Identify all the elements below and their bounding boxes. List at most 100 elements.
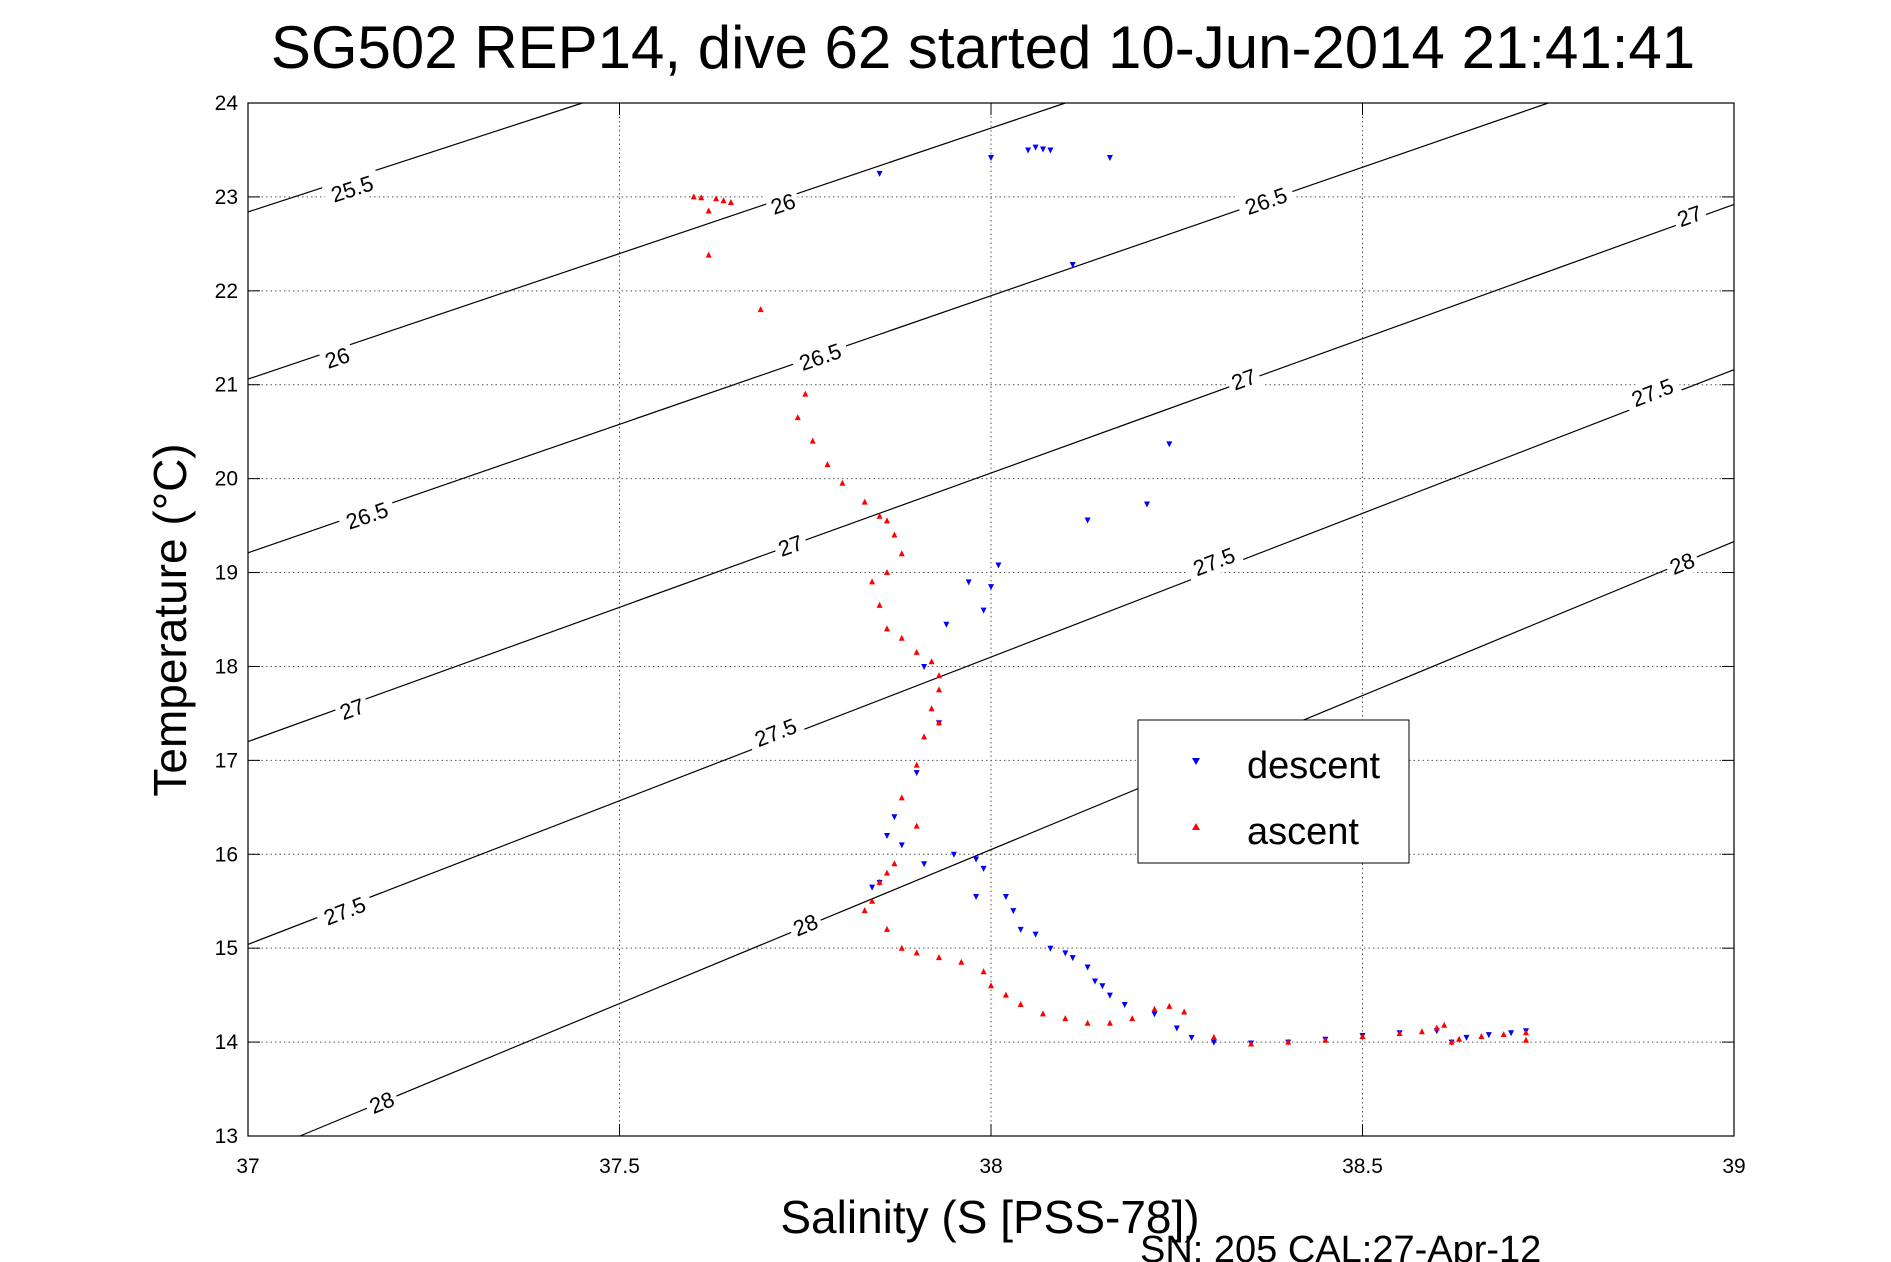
chart-title: SG502 REP14, dive 62 started 10-Jun-2014… [271, 14, 1695, 81]
descent-point-4 [1040, 146, 1046, 153]
ascent-point-29 [921, 733, 928, 740]
descent-point-25 [973, 856, 980, 863]
contour-label-gap-2-1 [789, 335, 851, 379]
descent-point-27 [973, 894, 980, 900]
descent-point-2 [1025, 147, 1032, 154]
descent-point-36 [1084, 964, 1091, 971]
contour-label-gap-4-2 [1183, 539, 1245, 584]
y-tick-label-8: 21 [215, 374, 238, 397]
descent-point-20 [884, 833, 890, 839]
ascent-point-43 [980, 968, 987, 975]
ascent-point-48 [1062, 1015, 1069, 1022]
ascent-point-20 [876, 601, 883, 608]
descent-point-30 [1010, 908, 1017, 915]
contour-line-28-0 [299, 541, 1735, 1137]
ascent-point-50 [1106, 1019, 1113, 1026]
ascent-point-53 [1166, 1002, 1173, 1009]
ascent-point-46 [1017, 1001, 1024, 1007]
legend-ascent-marker [1192, 823, 1200, 830]
ascent-point-17 [898, 550, 905, 557]
y-tick-label-7: 20 [215, 468, 238, 491]
descent-point-5 [1047, 147, 1054, 154]
ascent-point-16 [891, 531, 898, 538]
descent-point-10 [1084, 517, 1091, 524]
ascent-point-41 [936, 954, 942, 961]
ascent-point-31 [898, 794, 905, 801]
descent-point-32 [1032, 931, 1039, 938]
series-ascent [690, 193, 1529, 1047]
descent-point-11 [995, 562, 1002, 569]
y-tick-label-4: 17 [215, 749, 238, 772]
descent-point-7 [1069, 262, 1076, 268]
ascent-point-66 [1478, 1033, 1485, 1039]
contour-label-gap-4-3 [1621, 369, 1684, 415]
ascent-point-19 [869, 578, 876, 585]
ascent-point-10 [809, 437, 816, 444]
descent-point-23 [921, 861, 928, 868]
contour-label-gap-4-1 [744, 709, 807, 755]
ascent-point-36 [869, 897, 876, 904]
descent-point-44 [1210, 1039, 1217, 1046]
contour-label-gap-3-0 [332, 691, 372, 727]
ascent-point-4 [727, 199, 734, 205]
contour-label-group-4-2: 27.5 [1183, 539, 1245, 584]
ascent-point-0 [690, 193, 697, 200]
ascent-point-3 [720, 197, 727, 204]
y-tick-label-5: 18 [215, 655, 238, 678]
ascent-point-52 [1151, 1005, 1158, 1012]
descent-point-15 [943, 621, 950, 628]
y-tick-label-0: 13 [215, 1125, 238, 1148]
contour-label-gap-3-1 [770, 527, 810, 563]
descent-point-13 [965, 579, 972, 586]
ascent-point-14 [876, 512, 883, 519]
legend: descent ascent [1137, 719, 1410, 864]
descent-point-14 [980, 607, 987, 614]
x-tick-label-0: 37 [236, 1155, 259, 1178]
ascent-point-45 [1002, 991, 1009, 998]
legend-ascent-label: ascent [1247, 811, 1359, 853]
y-tick-label-6: 19 [215, 562, 238, 585]
legend-descent-marker [1192, 758, 1200, 765]
contour-line-26-0 [247, 102, 1066, 380]
y-tick-label-1: 14 [215, 1031, 239, 1054]
contour-label-group-1-0: 26 [317, 340, 357, 375]
x-tick-label-2: 38 [979, 1155, 1002, 1178]
ascent-point-34 [884, 869, 890, 876]
descent-point-12 [988, 584, 994, 591]
axis-ticks: 37 37.5 38 38.5 39 13 14 15 16 17 18 19 20 21 22 23 24 [215, 92, 1746, 1178]
ascent-point-69 [1523, 1036, 1529, 1043]
descent-point-3 [1032, 144, 1039, 151]
descent-point-39 [1106, 992, 1113, 999]
x-axis-label: Salinity (S [PSS-78]) [780, 1191, 1199, 1243]
ascent-point-28 [936, 719, 942, 726]
ascent-point-64 [1448, 1038, 1455, 1045]
contour-label-gap-3-2 [1224, 361, 1264, 397]
ascent-point-56 [1248, 1040, 1255, 1047]
contour-line-25-5-0 [247, 102, 583, 213]
ascent-point-21 [884, 625, 890, 632]
contour-label-gap-4-0 [313, 888, 376, 933]
descent-point-37 [1092, 978, 1098, 985]
y-tick-label-10: 23 [215, 186, 238, 209]
descent-point-31 [1017, 926, 1024, 933]
ascent-point-58 [1322, 1036, 1329, 1043]
ascent-point-1 [698, 194, 705, 201]
plot-area: 25.5262626.526.526.52727272727.527.527.5… [215, 92, 1746, 1178]
descent-point-29 [1002, 894, 1009, 900]
ascent-point-15 [884, 517, 890, 524]
descent-point-38 [1099, 983, 1106, 990]
contour-label-gap-1-0 [317, 340, 357, 375]
ascent-point-49 [1084, 1019, 1091, 1026]
descent-point-41 [1151, 1011, 1158, 1018]
contour-line-26-5-0 [247, 102, 1549, 554]
ascent-point-44 [988, 982, 994, 989]
ascent-point-35 [876, 878, 883, 885]
ascent-point-61 [1418, 1028, 1425, 1035]
data-points [690, 144, 1529, 1047]
ascent-point-23 [913, 648, 920, 655]
descent-point-8 [1166, 441, 1173, 448]
ascent-point-33 [891, 860, 898, 867]
descent-point-21 [898, 842, 905, 849]
ascent-point-63 [1441, 1021, 1448, 1028]
